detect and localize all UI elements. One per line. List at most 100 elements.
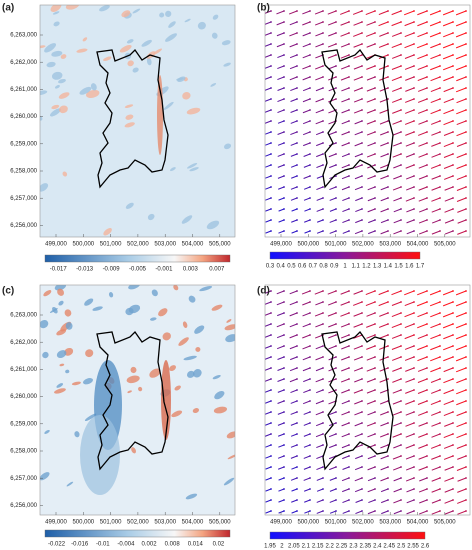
vector-arrow [328, 87, 337, 92]
vector-arrow [354, 186, 363, 191]
arrow-head [296, 367, 298, 369]
vector-arrow [302, 131, 311, 136]
colorbar-label: -0.004 [117, 542, 135, 548]
arrow-head [439, 356, 441, 358]
vector-arrow [393, 230, 402, 235]
vector-arrow [340, 21, 350, 26]
arrow-head [270, 334, 272, 336]
vector-arrow [290, 411, 298, 415]
vector-arrow [355, 455, 363, 460]
arrow-head [439, 109, 441, 111]
contour-blob [194, 325, 205, 334]
vector-arrow [329, 164, 337, 169]
arrow-head [348, 21, 350, 23]
arrow-head [374, 510, 376, 512]
colorbar-label: 2.15 [312, 544, 324, 550]
contour-blob [147, 213, 155, 221]
arrow-head [426, 98, 428, 100]
vector-arrow [302, 21, 311, 26]
arrow-head [426, 499, 428, 501]
arrow-head [400, 109, 402, 111]
vector-arrow [352, 301, 363, 306]
x-tick-label: 501,000 [100, 520, 122, 526]
vector-arrow [404, 54, 415, 59]
vector-arrow [353, 345, 363, 350]
vector-arrow [277, 153, 285, 157]
arrow-head [452, 477, 454, 479]
vector-arrow [289, 21, 298, 26]
arrow-head [335, 345, 337, 347]
y-tick-label: 6,258,000 [10, 449, 37, 455]
vector-arrow [442, 312, 454, 318]
arrow-head [413, 422, 415, 424]
arrow-head [309, 175, 311, 177]
colorbar-label: -0.013 [76, 267, 94, 273]
contour-blob [59, 363, 65, 367]
contour-blob [54, 388, 66, 394]
vector-arrow [457, 488, 467, 493]
vector-arrow [316, 444, 324, 449]
arrow-head [361, 455, 363, 457]
arrow-head [426, 389, 428, 391]
arrow-head [387, 87, 389, 89]
vector-arrow [290, 98, 298, 102]
contour-blob [182, 321, 188, 329]
arrow-head [348, 301, 350, 303]
arrow-head [322, 164, 324, 166]
arrow-head [465, 444, 467, 446]
arrow-head [283, 499, 285, 501]
arrow-head [400, 367, 402, 369]
arrow-head [400, 54, 402, 56]
arrow-head [335, 10, 337, 12]
vector-arrow [455, 356, 467, 362]
vector-arrow [315, 32, 324, 37]
x-tick-label: 505,000 [209, 520, 231, 526]
vector-arrow [265, 323, 272, 327]
vector-arrow [392, 356, 402, 361]
arrow-head [348, 43, 350, 45]
vector-arrow [443, 142, 454, 148]
arrow-head [296, 433, 298, 435]
arrow-head [374, 444, 376, 446]
x-tick-label: 499,000 [270, 242, 292, 248]
vector-arrow [456, 378, 467, 384]
arrow-head [335, 175, 337, 177]
arrow-head [374, 433, 376, 435]
contour-blob [86, 89, 100, 98]
arrow-head [413, 153, 415, 155]
vector-arrow [379, 109, 389, 114]
vector-arrow [405, 455, 415, 460]
vector-arrow [354, 131, 363, 136]
vector-arrow [316, 186, 324, 191]
arrow-head [335, 54, 337, 56]
vector-arrow [354, 400, 363, 405]
x-tick-label: 505,000 [434, 520, 456, 526]
contour-blob [151, 289, 158, 297]
arrow-head [322, 411, 324, 413]
arrow-head [348, 334, 350, 336]
arrow-head [374, 389, 376, 391]
vector-arrow [303, 411, 311, 415]
arrow-head [387, 422, 389, 424]
vector-arrow [404, 32, 415, 38]
arrow-head [465, 43, 467, 45]
vector-arrow [392, 378, 402, 383]
vector-arrow [455, 21, 467, 27]
contour-blob [42, 351, 49, 359]
contour-blob [92, 306, 103, 311]
arrow-head [296, 87, 298, 89]
arrow-head [465, 109, 467, 111]
arrow-head [374, 10, 376, 12]
arrow-head [400, 142, 402, 144]
y-tick-label: 6,261,000 [10, 367, 37, 373]
vector-arrow [417, 323, 428, 329]
vector-arrow [405, 142, 415, 147]
arrow-head [452, 43, 454, 45]
arrow-head [400, 230, 402, 232]
vector-arrow [405, 87, 415, 92]
vector-arrow [290, 433, 298, 437]
arrow-head [283, 301, 285, 303]
vector-arrow [341, 186, 350, 191]
arrow-head [270, 10, 272, 12]
vector-arrow [380, 499, 389, 504]
